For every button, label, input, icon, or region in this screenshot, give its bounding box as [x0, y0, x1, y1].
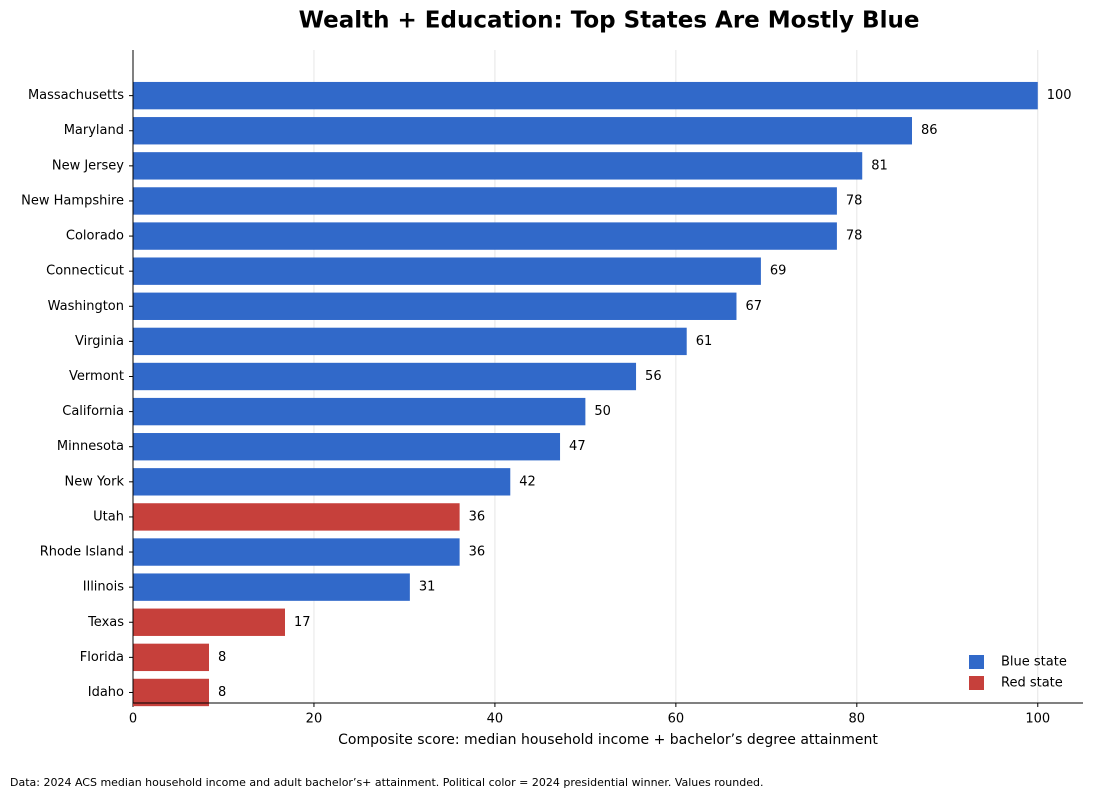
bar [133, 292, 737, 320]
value-label: 42 [519, 474, 536, 489]
value-label: 86 [921, 123, 938, 138]
y-tick-label: Minnesota [57, 439, 124, 454]
y-tick-label: Virginia [75, 334, 124, 349]
x-tick-label: 60 [668, 712, 685, 727]
bar [133, 117, 912, 145]
bar [133, 433, 561, 461]
bar [133, 81, 1038, 110]
x-axis-label: Composite score: median household income… [338, 732, 878, 748]
y-tick-label: Maryland [64, 123, 124, 138]
bar [133, 678, 209, 707]
y-tick-label: Florida [80, 650, 124, 665]
y-tick-label: Illinois [83, 580, 124, 595]
y-tick-label: Idaho [88, 685, 124, 700]
value-label: 69 [770, 264, 787, 279]
value-label: 50 [594, 404, 611, 419]
bar [133, 187, 837, 215]
y-tick-label: Washington [48, 299, 124, 314]
legend-label: Blue state [1001, 655, 1067, 670]
footnote: Data: 2024 ACS median household income a… [10, 776, 763, 789]
y-tick-label: Utah [93, 509, 124, 524]
bar [133, 222, 837, 250]
value-label: 8 [218, 650, 226, 665]
value-label: 36 [469, 509, 486, 524]
x-tick-label: 0 [129, 712, 137, 727]
bar [133, 327, 687, 356]
bar [133, 362, 637, 391]
x-tick-label: 100 [1025, 712, 1050, 727]
x-tick-label: 40 [487, 712, 504, 727]
y-tick-label: Vermont [69, 369, 124, 384]
y-tick-label: Connecticut [46, 264, 124, 279]
bar [133, 257, 761, 285]
y-tick-label: New Hampshire [21, 193, 124, 208]
y-tick-label: New York [64, 474, 124, 489]
x-tick-label: 80 [849, 712, 866, 727]
value-label: 8 [218, 685, 226, 700]
bar [133, 608, 285, 636]
chart-title: Wealth + Education: Top States Are Mostl… [299, 8, 920, 34]
bar [133, 468, 511, 496]
legend-swatch [969, 676, 984, 690]
value-label: 36 [469, 545, 486, 560]
bar [133, 152, 863, 180]
y-tick-label: Massachusetts [28, 88, 124, 103]
value-label: 17 [294, 615, 311, 630]
bar [133, 397, 586, 426]
bar [133, 503, 460, 531]
y-tick-label: Rhode Island [40, 545, 124, 560]
value-label: 47 [569, 439, 586, 454]
y-tick-label: New Jersey [52, 158, 124, 173]
legend-swatch [969, 655, 984, 669]
y-tick-label: California [62, 404, 124, 419]
value-label: 78 [846, 193, 863, 208]
value-label: 31 [419, 580, 436, 595]
y-tick-label: Texas [87, 615, 124, 630]
bar [133, 538, 460, 566]
bar [133, 573, 410, 601]
value-label: 81 [871, 158, 888, 173]
x-tick-label: 20 [306, 712, 323, 727]
bar [133, 643, 209, 672]
value-label: 78 [846, 229, 863, 244]
value-label: 100 [1047, 88, 1072, 103]
value-label: 56 [645, 369, 662, 384]
value-label: 61 [696, 334, 713, 349]
y-tick-label: Colorado [66, 229, 124, 244]
legend-label: Red state [1001, 676, 1063, 691]
value-label: 67 [745, 299, 762, 314]
